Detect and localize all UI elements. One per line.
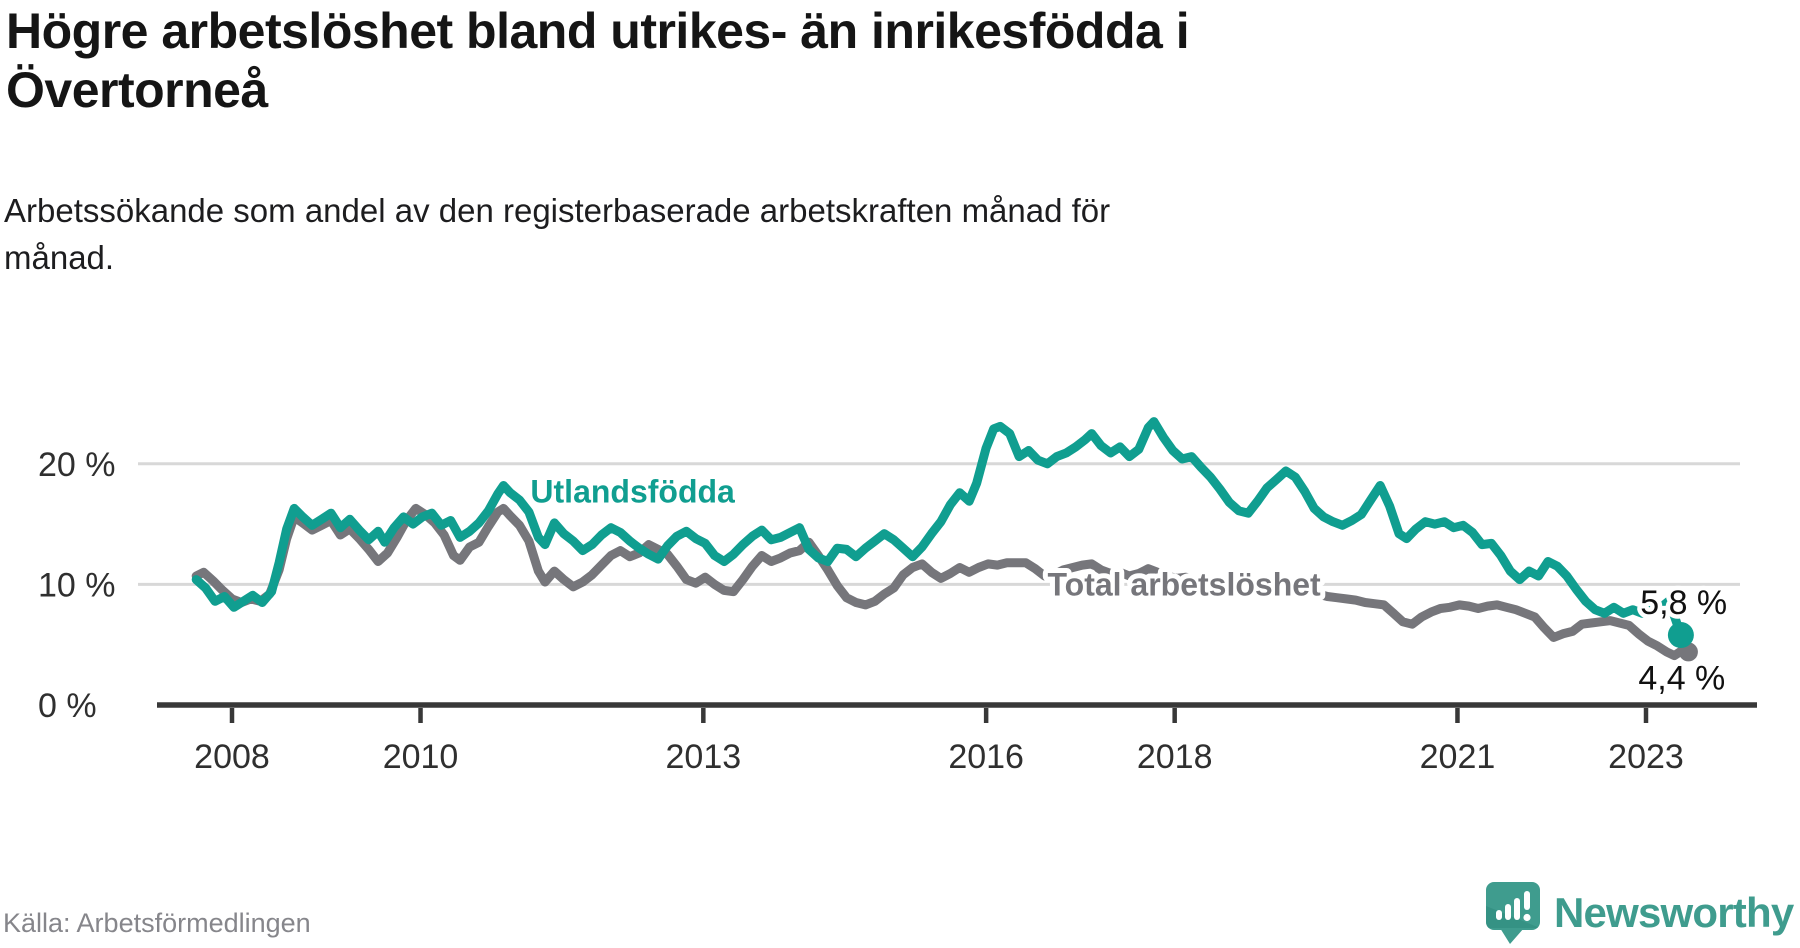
newsworthy-logo: Newsworthy: [1486, 882, 1794, 944]
chart-subtitle-line-2: månad.: [4, 238, 115, 276]
source-note: Källa: Arbetsförmedlingen: [3, 908, 311, 938]
y-tick-label-10: 10 %: [38, 566, 116, 604]
logo-exclamation-dot: [1523, 913, 1531, 922]
x-tick-label-2016: 2016: [948, 738, 1024, 776]
logo-bubble-tail: [1500, 928, 1524, 944]
chart-subtitle: Arbetssökande som andel av den registerb…: [4, 188, 1644, 282]
series-end-dot-utlandsf-dda: [1667, 622, 1694, 649]
logo-bar-3: [1514, 898, 1520, 920]
page-title: Högre arbetslöshet bland utrikes- än inr…: [6, 2, 1566, 119]
series-line-utlandsf-dda: [191, 417, 1686, 640]
x-tick-label-2018: 2018: [1137, 738, 1213, 776]
x-tick-label-2023: 2023: [1608, 738, 1684, 776]
logo-bar-1: [1496, 910, 1502, 920]
x-tick-label-2021: 2021: [1420, 738, 1496, 776]
series-label-total-arbetsl-shet: Total arbetslöshet: [1047, 566, 1321, 602]
y-tick-label-20: 20 %: [38, 446, 116, 484]
series-line-total-arbetsl-shet: [191, 503, 1693, 661]
newsworthy-logo-icon: [1486, 882, 1540, 944]
y-tick-label-0: 0 %: [38, 687, 97, 725]
x-tick-label-2013: 2013: [666, 738, 742, 776]
logo-exclamation-bar: [1524, 891, 1530, 910]
chart-subtitle-line-1: Arbetssökande som andel av den registerb…: [4, 192, 1111, 229]
end-value-label-utlandsf-dda: 5,8 %: [1640, 584, 1727, 622]
series-label-utlandsf-dda: Utlandsfödda: [530, 474, 735, 510]
x-tick-label-2008: 2008: [194, 738, 270, 776]
end-value-label-total-arbetsl-shet: 4,4 %: [1638, 659, 1725, 697]
page-title-line-1: Högre arbetslöshet bland utrikes- än inr…: [6, 3, 1190, 59]
newsworthy-logo-text: Newsworthy: [1554, 889, 1794, 936]
x-tick-label-2010: 2010: [383, 738, 459, 776]
logo-bar-2: [1505, 904, 1511, 920]
page-title-line-2: Övertorneå: [6, 61, 268, 118]
